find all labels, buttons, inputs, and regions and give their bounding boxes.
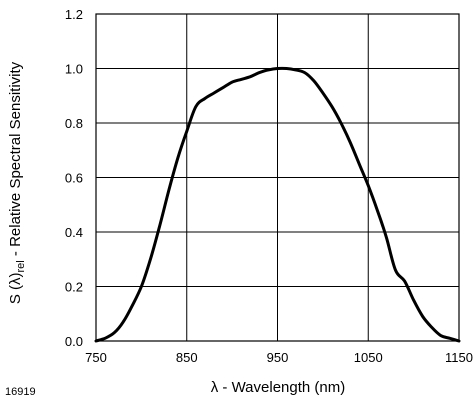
- y-tick-label: 1.0: [65, 62, 83, 77]
- y-tick-labels: 0.0 0.2 0.4 0.6 0.8 1.0 1.2: [65, 7, 83, 349]
- y-tick-label: 0.8: [65, 116, 83, 131]
- series-line: [94, 66, 461, 343]
- x-tick-label: 850: [176, 350, 198, 365]
- y-tick-label: 0.2: [65, 280, 83, 295]
- x-axis-title: λ - Wavelength (nm): [211, 379, 345, 396]
- y-axis-title: S (λ)rel - Relative Spectral Sensitivity: [7, 61, 27, 304]
- grid-lines: [96, 14, 459, 341]
- y-tick-label: 0.4: [65, 225, 83, 240]
- x-tick-label: 1150: [445, 350, 473, 365]
- x-tick-label: 950: [267, 350, 289, 365]
- y-axis-title-main: S (λ): [7, 272, 24, 304]
- figure-id: 16919: [5, 386, 36, 398]
- y-tick-label: 0.0: [65, 334, 83, 349]
- x-tick-label: 1050: [354, 350, 383, 365]
- plot-frame: [95, 13, 460, 342]
- x-tick-label: 750: [85, 350, 107, 365]
- y-tick-label: 0.6: [65, 171, 83, 186]
- y-axis-title-subscript: rel: [15, 260, 27, 272]
- y-tick-label: 1.2: [65, 7, 83, 22]
- x-tick-labels: 750 850 950 1050 1150: [85, 350, 473, 365]
- y-axis-title-rest: - Relative Spectral Sensitivity: [7, 61, 24, 260]
